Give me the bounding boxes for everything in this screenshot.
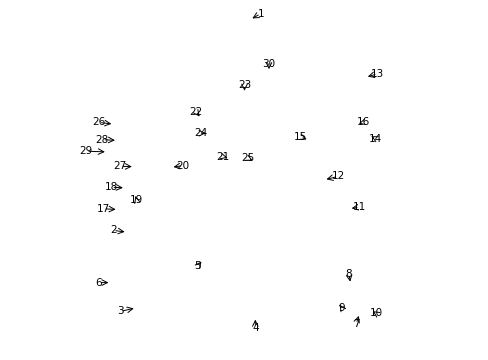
Text: 27: 27: [113, 161, 127, 171]
Text: 22: 22: [189, 107, 202, 117]
Text: 10: 10: [368, 308, 382, 318]
Text: 16: 16: [356, 117, 369, 127]
Text: 14: 14: [368, 134, 382, 144]
Text: 6: 6: [95, 278, 102, 288]
Text: 13: 13: [370, 69, 384, 79]
Text: 20: 20: [176, 161, 189, 171]
Text: 15: 15: [293, 132, 306, 142]
Text: 2: 2: [110, 225, 116, 235]
Text: 8: 8: [345, 269, 351, 279]
Text: 25: 25: [241, 153, 254, 163]
Text: 18: 18: [104, 182, 118, 192]
Text: 30: 30: [262, 59, 275, 69]
Text: 23: 23: [237, 80, 251, 90]
Text: 19: 19: [130, 195, 143, 205]
Text: 4: 4: [251, 323, 258, 333]
Text: 12: 12: [331, 171, 344, 181]
Text: 3: 3: [117, 306, 123, 316]
Text: 11: 11: [352, 202, 366, 212]
Text: 26: 26: [92, 117, 105, 127]
Text: 29: 29: [80, 146, 93, 156]
Text: 21: 21: [216, 152, 229, 162]
Text: 5: 5: [194, 261, 201, 271]
Text: 1: 1: [257, 9, 264, 19]
Text: 28: 28: [96, 135, 109, 145]
Text: 24: 24: [194, 128, 207, 138]
Text: 9: 9: [338, 303, 345, 313]
Text: 17: 17: [97, 204, 110, 214]
Text: 7: 7: [352, 319, 359, 329]
